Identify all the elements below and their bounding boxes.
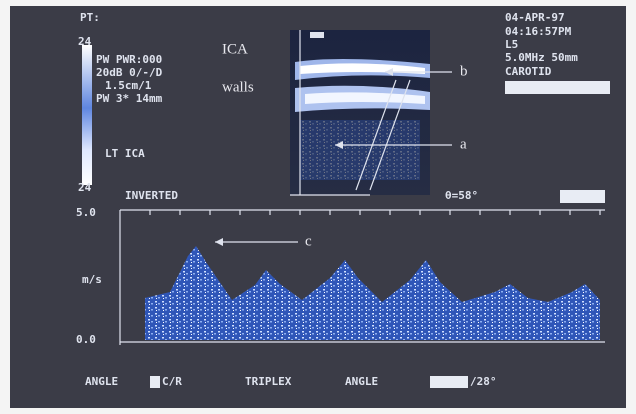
field-box — [430, 376, 468, 388]
date: 04-APR-97 — [505, 11, 565, 24]
patient: PT: — [80, 11, 100, 24]
scale-top: 24 — [78, 35, 92, 48]
gray-scale-bar — [82, 45, 92, 185]
setting: PW PWR:000 — [96, 53, 162, 66]
footer-label: C/R — [162, 375, 182, 388]
footer-label: ANGLE — [345, 375, 378, 388]
field-box — [505, 81, 610, 94]
scale-bottom: 24 — [78, 181, 92, 194]
time: 04:16:57PM — [505, 25, 572, 38]
annotation: b — [460, 63, 468, 79]
footer-label: TRIPLEX — [245, 375, 292, 388]
footer-value: /28° — [470, 375, 497, 388]
preset: CAROTID — [505, 65, 552, 78]
velocity-max: 5.0 — [76, 206, 96, 219]
frequency-depth: 5.0MHz 50mm — [505, 51, 578, 64]
field-box — [560, 190, 605, 203]
setting: PW 3* 14mm — [96, 92, 163, 105]
doppler-spectrum — [145, 246, 600, 340]
doppler-mode: INVERTED — [125, 189, 178, 202]
velocity-min: 0.0 — [76, 333, 96, 346]
footer-label: ANGLE — [85, 375, 118, 388]
setting: 20dB 0/-/D — [96, 66, 163, 79]
doppler-angle: θ=58° — [445, 189, 478, 202]
b-mode-image — [290, 30, 430, 196]
arrows — [215, 68, 452, 246]
field-box — [150, 376, 160, 388]
annotation: c — [305, 233, 312, 249]
vessel: LT ICA — [105, 147, 145, 160]
doppler-axes — [119, 209, 605, 345]
setting: 1.5cm/1 — [105, 79, 152, 92]
annotation: ICA — [222, 41, 248, 57]
annotation: walls — [222, 79, 254, 95]
probe: L5 — [505, 38, 518, 51]
velocity-unit: m/s — [82, 273, 102, 286]
annotation: a — [460, 136, 467, 152]
